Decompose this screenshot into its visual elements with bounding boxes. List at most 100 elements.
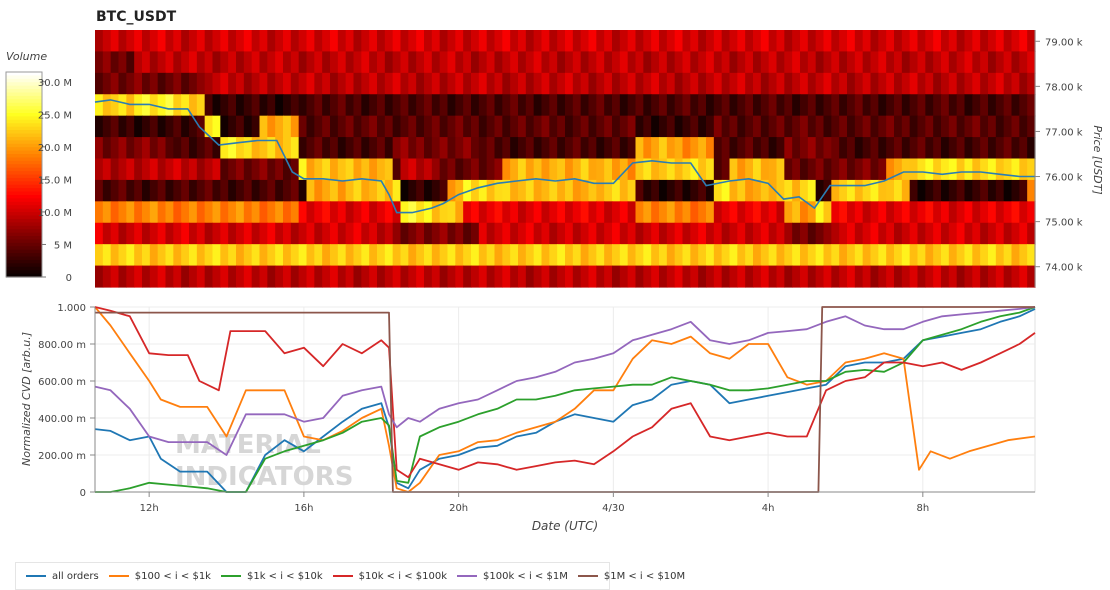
heatmap-cell [823, 137, 832, 160]
heatmap-cell [572, 51, 582, 74]
heatmap-cell [878, 51, 887, 74]
heatmap-cell [243, 115, 253, 138]
heatmap-cell [142, 72, 151, 95]
heatmap-cell [204, 244, 214, 267]
heatmap-cell [306, 222, 315, 245]
heatmap-cell [760, 265, 770, 288]
heatmap-cell [948, 137, 958, 160]
heatmap-cell [619, 115, 629, 138]
heatmap-cell [753, 115, 762, 138]
heatmap-cell [572, 265, 582, 288]
heatmap-cell [518, 137, 527, 160]
heatmap-cell [377, 179, 386, 202]
heatmap-cell [149, 158, 159, 181]
legend-item[interactable]: $1M < i < $10M [577, 571, 685, 582]
heatmap-cell [275, 179, 284, 202]
heatmap-cell [925, 179, 934, 202]
legend-item[interactable]: $1k < i < $10k [220, 571, 323, 582]
colorbar-segment [6, 72, 42, 77]
heatmap-cell [682, 137, 691, 160]
heatmap-cell [886, 115, 895, 138]
heatmap-cell [181, 201, 190, 224]
heatmap-cell [980, 115, 989, 138]
heatmap-cell [776, 94, 785, 117]
heatmap-cell [267, 72, 276, 95]
heatmap-cell [189, 115, 198, 138]
heatmap-cell [682, 158, 691, 181]
heatmap-cell [471, 94, 480, 117]
heatmap-cell [157, 94, 167, 117]
heatmap-cell [322, 158, 331, 181]
heatmap-cell [416, 51, 425, 74]
heatmap-cell [212, 30, 221, 53]
heatmap-cell [541, 222, 550, 245]
heatmap-cell [173, 222, 182, 245]
heatmap-cell [353, 222, 362, 245]
heatmap-cell [1027, 244, 1036, 267]
heatmap-cell [1027, 94, 1036, 117]
heatmap-cell [541, 94, 550, 117]
heatmap-cell [455, 265, 464, 288]
heatmap-cell [455, 94, 464, 117]
heatmap-cell [228, 244, 237, 267]
colorbar-segment [6, 195, 42, 200]
heatmap-cell [165, 72, 174, 95]
cvd-x-tick-label: 8h [916, 503, 929, 514]
heatmap-cell [345, 94, 355, 117]
legend: all orders $100 < i < $1k $1k < i < $10k $1… [15, 562, 685, 590]
heatmap-cell [118, 201, 127, 224]
heatmap-cell [964, 244, 973, 267]
heatmap-cell [275, 201, 284, 224]
heatmap-cell [800, 72, 809, 95]
heatmap-cell [533, 94, 543, 117]
heatmap-cell [463, 72, 472, 95]
heatmap-cell [886, 222, 895, 245]
heatmap-cell [165, 265, 174, 288]
legend-item[interactable]: $100k < i < $1M [457, 571, 568, 582]
heatmap-cell [925, 94, 934, 117]
heatmap-cell [400, 30, 409, 53]
legend-item[interactable]: $10k < i < $100k [332, 571, 447, 582]
heatmap-cell [369, 51, 378, 74]
heatmap-cell [525, 51, 535, 74]
heatmap-cell [729, 72, 738, 95]
heatmap-cell [330, 158, 339, 181]
heatmap-cell [565, 265, 574, 288]
heatmap-cell [361, 222, 370, 245]
heatmap-cell [478, 201, 488, 224]
heatmap-cell [956, 244, 966, 267]
heatmap-cell [447, 72, 456, 95]
heatmap-cell [134, 51, 143, 74]
heatmap-cell [149, 137, 159, 160]
heatmap-cell [251, 51, 261, 74]
heatmap-cell [361, 72, 370, 95]
heatmap-cell [784, 222, 793, 245]
heatmap-cell [322, 115, 331, 138]
heatmap-cell [236, 94, 245, 117]
heatmap-cell [142, 94, 151, 117]
heatmap-cell [729, 94, 738, 117]
colorbar-segment [6, 82, 42, 87]
heatmap-cell [557, 179, 566, 202]
heatmap-cell [643, 30, 652, 53]
heatmap-cell [502, 158, 511, 181]
heatmap-cell [541, 179, 550, 202]
heatmap-cell [995, 265, 1005, 288]
heatmap-cell [181, 179, 190, 202]
colorbar-segment [6, 181, 42, 186]
legend-swatch [220, 575, 241, 577]
colorbar-segment [6, 259, 42, 264]
heatmap-cell [126, 158, 135, 181]
heatmap-cell [706, 265, 715, 288]
legend-item[interactable]: all orders [26, 571, 99, 582]
heatmap-cell [917, 265, 926, 288]
heatmap-cell [635, 72, 644, 95]
heatmap-cell [1027, 30, 1036, 53]
heatmap-cell [964, 201, 973, 224]
heatmap-cell [447, 94, 456, 117]
heatmap-cell [831, 137, 840, 160]
legend-item[interactable]: $100 < i < $1k [108, 571, 211, 582]
heatmap-cell [643, 201, 652, 224]
heatmap-cell [941, 179, 950, 202]
heatmap-cell [706, 137, 715, 160]
